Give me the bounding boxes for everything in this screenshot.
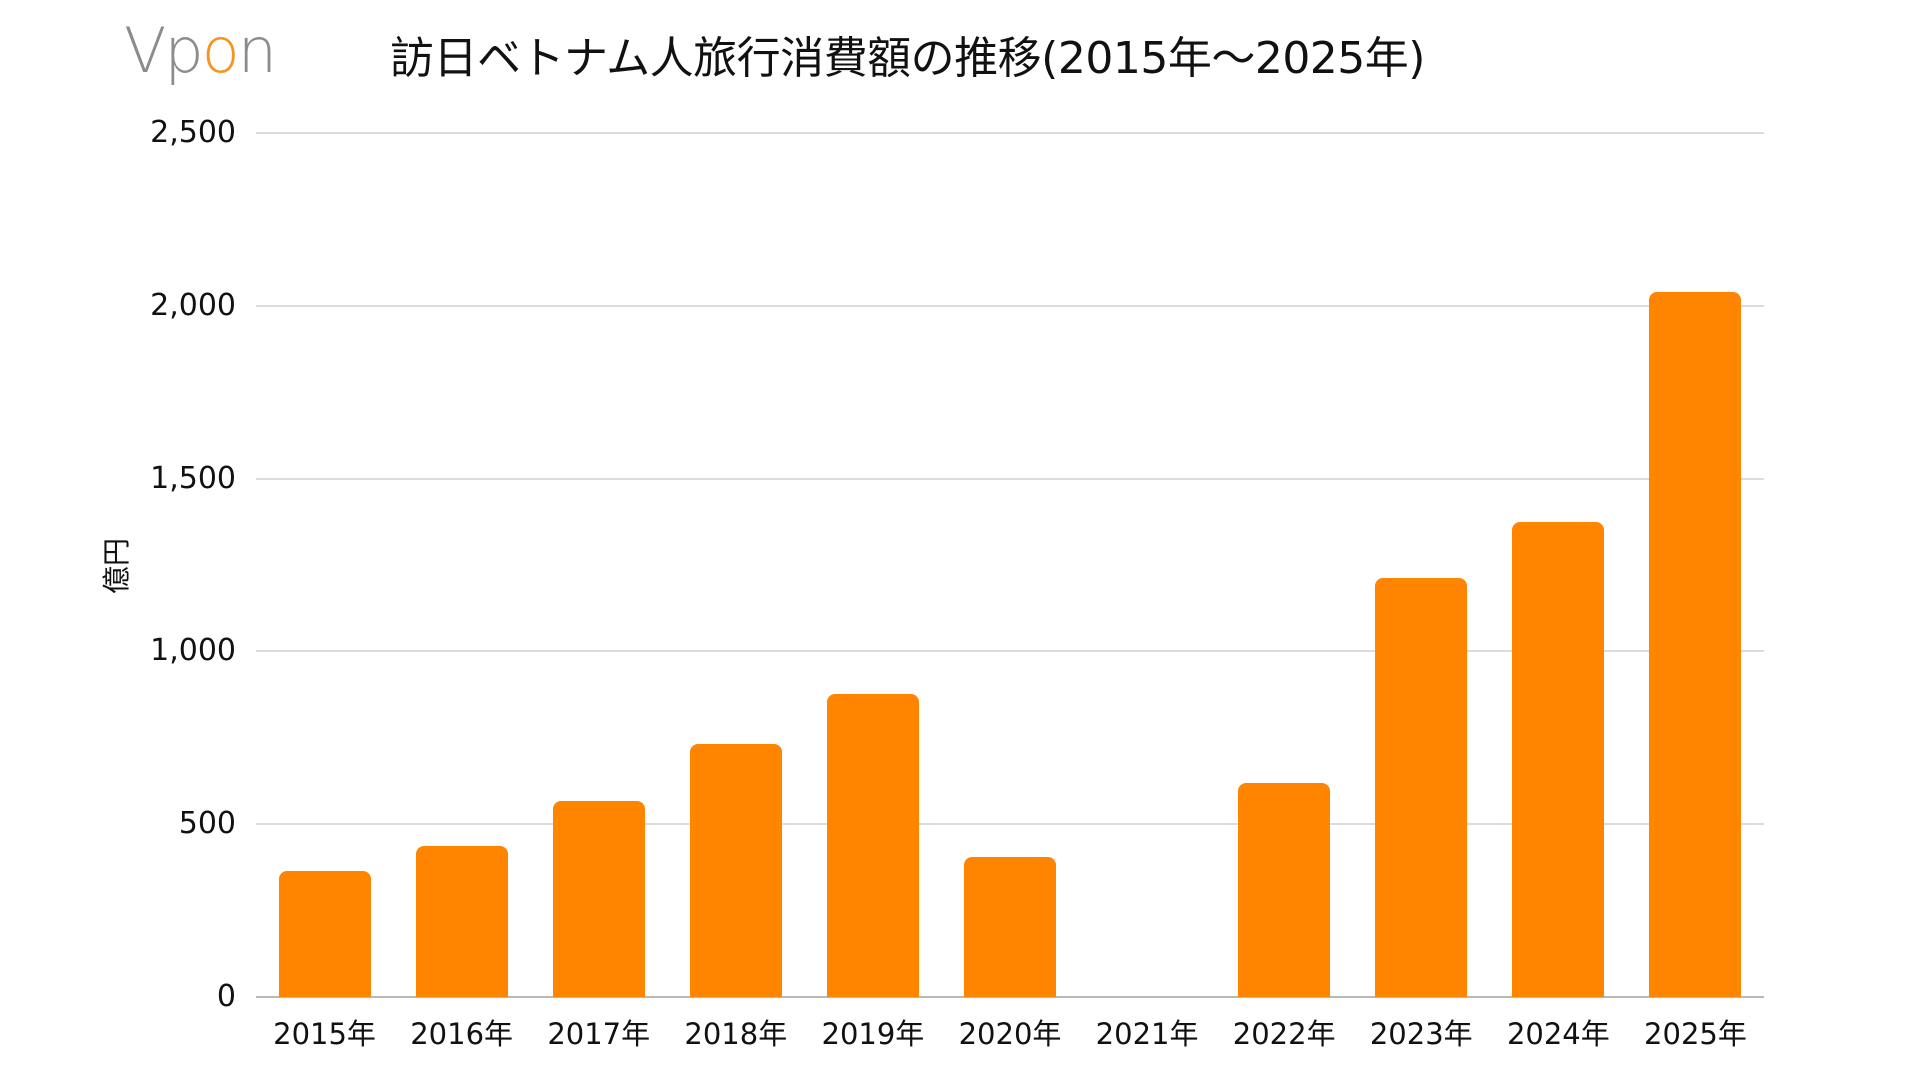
gridline xyxy=(256,996,1764,998)
bar-2015年 xyxy=(278,870,371,997)
x-tick-label: 2020年 xyxy=(958,1017,1062,1051)
y-tick-label: 500 xyxy=(178,806,236,842)
chart-title: 訪日ベトナム人旅行消費額の推移(2015年～2025年) xyxy=(390,33,1425,84)
bar-2018年 xyxy=(689,744,782,997)
vpon-logo: Vp o n xyxy=(124,14,277,87)
y-tick-label: 0 xyxy=(216,979,236,1014)
bar-2024年 xyxy=(1512,522,1605,997)
bar-2025年 xyxy=(1649,291,1742,997)
bar-2020年 xyxy=(964,857,1056,997)
bar-2016年 xyxy=(415,845,508,997)
logo-text-start: Vp xyxy=(124,14,204,87)
gridline xyxy=(256,477,1764,480)
y-axis-label: 億円 xyxy=(100,537,133,594)
bar-2023年 xyxy=(1375,578,1468,997)
gridline xyxy=(256,132,1764,134)
x-tick-label: 2024年 xyxy=(1506,1017,1610,1051)
x-tick-label: 2021年 xyxy=(1095,1017,1199,1051)
bar-2019年 xyxy=(826,693,919,997)
y-tick-label: 1,000 xyxy=(150,633,236,669)
gridline xyxy=(256,304,1764,307)
gridline xyxy=(256,823,1764,826)
x-tick-label: 2017年 xyxy=(547,1017,651,1051)
y-tick-label: 1,500 xyxy=(150,460,236,496)
y-tick-label: 2,500 xyxy=(150,115,236,150)
x-tick-label: 2019年 xyxy=(821,1017,925,1051)
x-tick-label: 2018年 xyxy=(684,1017,788,1051)
bar-2017年 xyxy=(552,801,645,997)
gridline xyxy=(256,650,1764,653)
x-tick-label: 2022年 xyxy=(1232,1017,1336,1051)
plot-area: 0 500 1,000 1,500 2,000 2,500 2015年 2016年 2017年 2… xyxy=(150,118,1764,1051)
x-tick-label: 2015年 xyxy=(273,1017,376,1051)
x-tick-label: 2023年 xyxy=(1369,1017,1473,1051)
logo-text-accent: o xyxy=(201,14,240,87)
bar-2022年 xyxy=(1238,783,1331,997)
x-tick-label: 2016年 xyxy=(410,1017,514,1051)
y-tick-label: 2,000 xyxy=(150,287,236,323)
logo-text-end: n xyxy=(237,14,277,87)
x-tick-label: 2025年 xyxy=(1644,1017,1747,1051)
